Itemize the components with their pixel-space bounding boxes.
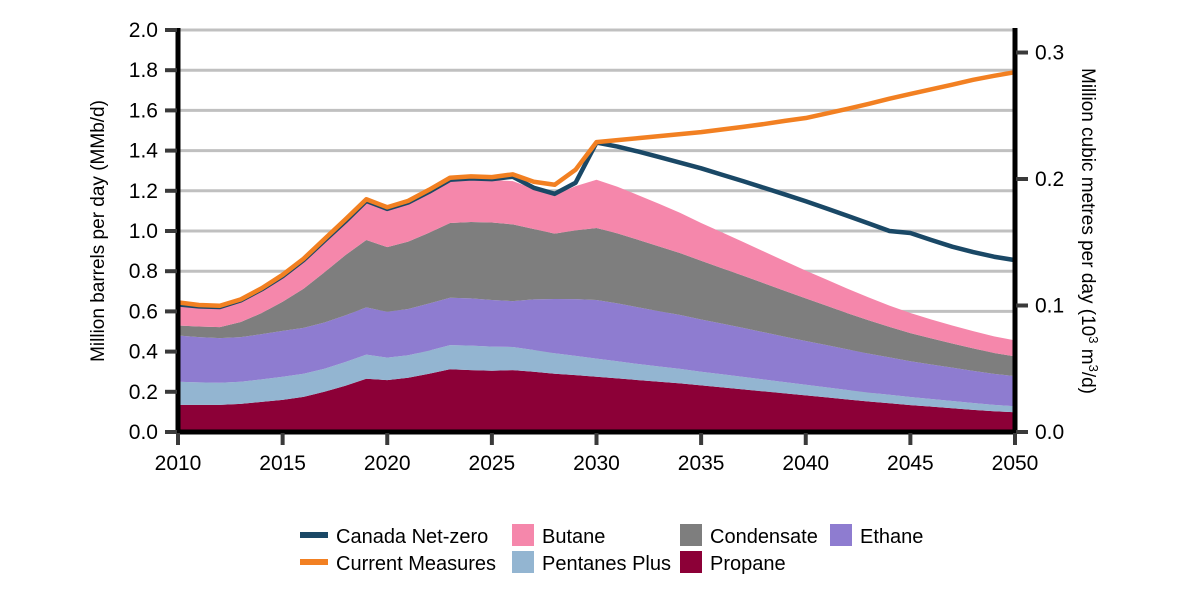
- area-series-group: [178, 179, 1015, 432]
- axis-titles-group: Million barrels per day (MMb/d) Million c…: [88, 68, 1102, 394]
- x-tick-label-2050: 2050: [992, 452, 1039, 475]
- legend-swatch: [512, 524, 534, 546]
- y-tick-label-left-0.0: 0.0: [129, 421, 158, 444]
- legend-label: Ethane: [860, 526, 923, 548]
- legend-item-butane[interactable]: Butane: [512, 524, 605, 548]
- area-butane: [178, 179, 1015, 357]
- legend-swatch: [680, 551, 702, 573]
- y-axis-title-right: Million cubic metres per day (103 m3/d): [1077, 68, 1102, 394]
- legend-label: Pentanes Plus: [542, 553, 671, 575]
- y-tick-label-left-0.6: 0.6: [129, 300, 158, 323]
- x-tick-label-2045: 2045: [887, 452, 934, 475]
- y-tick-label-left-1.8: 1.8: [129, 59, 158, 82]
- legend-label: Current Measures: [336, 553, 496, 575]
- legend-item-condensate[interactable]: Condensate: [680, 524, 818, 548]
- y-tick-label-left-1.6: 1.6: [129, 99, 158, 122]
- legend-item-current-measures[interactable]: Current Measures: [300, 553, 496, 575]
- y-tick-label-left-1.0: 1.0: [129, 220, 158, 243]
- x-tick-label-2040: 2040: [782, 452, 829, 475]
- svg-text:Million cubic metres per day (: Million cubic metres per day (103 m3/d): [1077, 68, 1102, 394]
- area-ethane: [178, 297, 1015, 407]
- legend-item-pentanes-plus[interactable]: Pentanes Plus: [512, 551, 671, 575]
- y-tick-label-left-2.0: 2.0: [129, 19, 158, 42]
- x-tick-label-2020: 2020: [364, 452, 411, 475]
- y-tick-label-right-0.1: 0.1: [1035, 295, 1064, 318]
- y-axis-title-left: Million barrels per day (MMb/d): [88, 100, 109, 362]
- legend-swatch: [830, 524, 852, 546]
- chart-legend: Canada Net-zero Current Measures Butane Pen…: [300, 524, 923, 575]
- area-pentanes-plus: [178, 345, 1015, 413]
- x-tick-label-2010: 2010: [155, 452, 202, 475]
- legend-line-marker: [300, 559, 328, 565]
- y-tick-label-right-0.3: 0.3: [1035, 42, 1064, 65]
- line-current-measures: [175, 69, 1018, 309]
- legend-swatch: [512, 551, 534, 573]
- x-tick-label-2015: 2015: [259, 452, 306, 475]
- legend-item-canada-net-zero[interactable]: Canada Net-zero: [300, 526, 488, 548]
- legend-item-propane[interactable]: Propane: [680, 551, 786, 575]
- tick-labels-group: 0.0 0.2 0.4 0.6 0.8 1.0 1.2 1.4 1.6 1.8 2.0 0.0 0.1 0…: [129, 19, 1064, 475]
- legend-label: Condensate: [710, 526, 818, 548]
- area-propane: [178, 369, 1015, 432]
- legend-label: Canada Net-zero: [336, 526, 488, 548]
- legend-swatch: [680, 524, 702, 546]
- x-tick-label-2025: 2025: [469, 452, 516, 475]
- y-tick-label-left-1.2: 1.2: [129, 180, 158, 203]
- y-tick-label-left-0.8: 0.8: [129, 260, 158, 283]
- legend-line-marker: [300, 532, 328, 538]
- y-tick-label-left-1.4: 1.4: [129, 140, 159, 163]
- line-series-group: [175, 69, 1018, 310]
- area-condensate: [178, 221, 1015, 377]
- y-tick-label-right-0.0: 0.0: [1035, 421, 1064, 444]
- y-tick-label-right-0.2: 0.2: [1035, 168, 1064, 191]
- axes-group: [165, 28, 1028, 445]
- y-tick-label-left-0.2: 0.2: [129, 381, 158, 404]
- legend-label: Butane: [542, 526, 605, 548]
- legend-label: Propane: [710, 553, 786, 575]
- legend-item-ethane[interactable]: Ethane: [830, 524, 923, 548]
- x-tick-label-2030: 2030: [573, 452, 620, 475]
- y-tick-label-left-0.4: 0.4: [129, 341, 159, 364]
- x-tick-label-2035: 2035: [678, 452, 725, 475]
